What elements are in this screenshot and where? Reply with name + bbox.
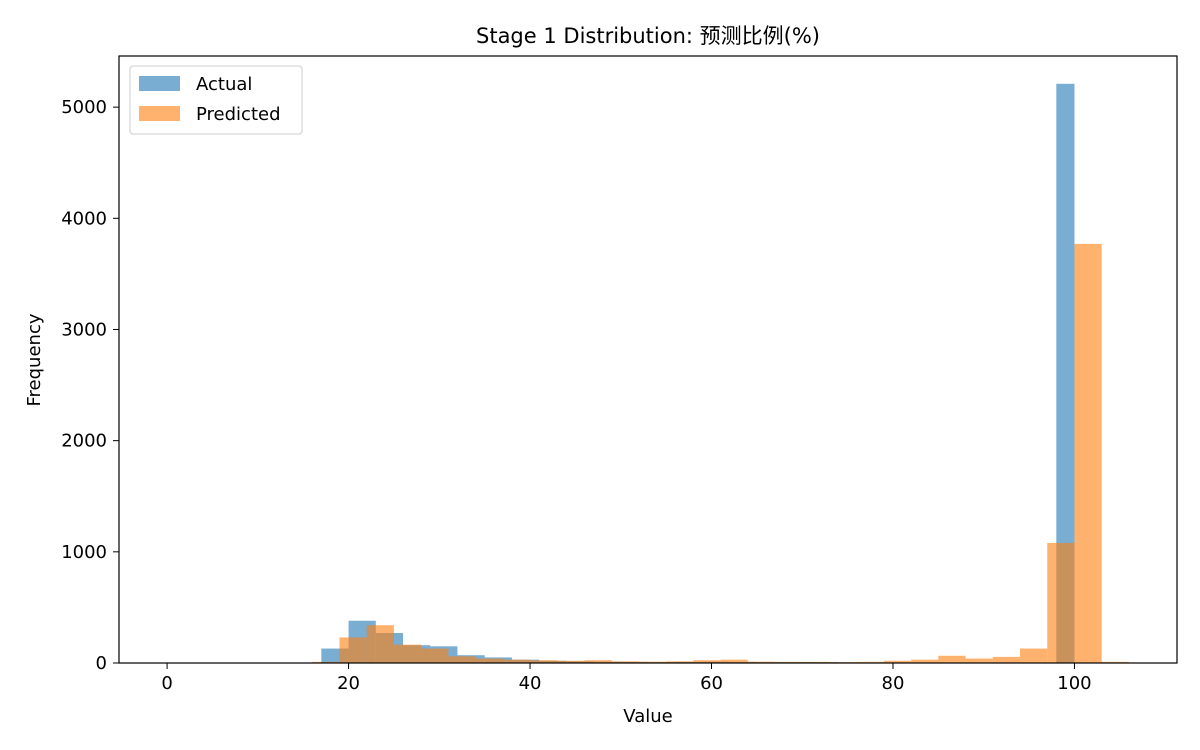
predicted-bar xyxy=(693,660,721,663)
chart-title: Stage 1 Distribution: 预测比例(%) xyxy=(476,24,820,48)
predicted-bar xyxy=(666,661,694,663)
predicted-bar xyxy=(584,660,612,663)
y-tick-label: 1000 xyxy=(61,542,107,563)
legend-swatch-actual xyxy=(139,76,180,91)
x-axis-label: Value xyxy=(623,706,672,727)
x-axis-ticks: 0 20 40 60 80 100 xyxy=(161,663,1092,694)
predicted-bar xyxy=(720,659,748,663)
predicted-bar xyxy=(938,655,966,663)
predicted-bar xyxy=(747,661,776,663)
legend-swatch-predicted xyxy=(139,106,180,121)
y-axis-label: Frequency xyxy=(24,313,45,406)
predicted-bar xyxy=(421,648,449,663)
predicted-bar xyxy=(1074,243,1102,663)
x-tick-label: 40 xyxy=(519,673,542,694)
legend-label-predicted: Predicted xyxy=(196,104,281,125)
x-tick-label: 100 xyxy=(1057,673,1091,694)
predicted-bar xyxy=(475,658,503,663)
actual-bar xyxy=(1056,83,1075,664)
y-tick-label: 0 xyxy=(96,653,107,674)
legend-label-actual: Actual xyxy=(196,74,252,95)
predicted-bar xyxy=(557,660,585,663)
predicted-bar xyxy=(611,661,639,663)
y-tick-label: 4000 xyxy=(61,208,107,229)
legend: Actual Predicted xyxy=(129,65,303,135)
predicted-bar xyxy=(448,656,476,663)
x-tick-label: 80 xyxy=(882,673,905,694)
predicted-bar xyxy=(530,660,558,663)
y-tick-label: 5000 xyxy=(61,97,107,118)
predicted-bar xyxy=(339,637,367,663)
x-tick-label: 20 xyxy=(337,673,360,694)
predicted-bar xyxy=(638,661,667,663)
y-tick-label: 2000 xyxy=(61,431,107,452)
series-actual xyxy=(321,83,1075,664)
predicted-bar xyxy=(393,644,422,663)
bars-layer xyxy=(312,83,1129,664)
predicted-bar xyxy=(965,658,993,663)
plot-frame xyxy=(118,55,1178,664)
x-tick-label: 0 xyxy=(161,673,172,694)
series-predicted xyxy=(312,243,1129,663)
y-axis-ticks: 0 1000 2000 3000 4000 5000 xyxy=(61,97,119,674)
predicted-bar xyxy=(883,660,912,663)
predicted-bar xyxy=(366,625,394,663)
predicted-bar xyxy=(502,659,531,663)
predicted-bar xyxy=(992,656,1021,663)
predicted-bar xyxy=(911,659,939,663)
x-tick-label: 60 xyxy=(700,673,723,694)
y-tick-label: 3000 xyxy=(61,319,107,340)
predicted-bar xyxy=(1047,542,1075,663)
predicted-bar xyxy=(1020,648,1048,663)
